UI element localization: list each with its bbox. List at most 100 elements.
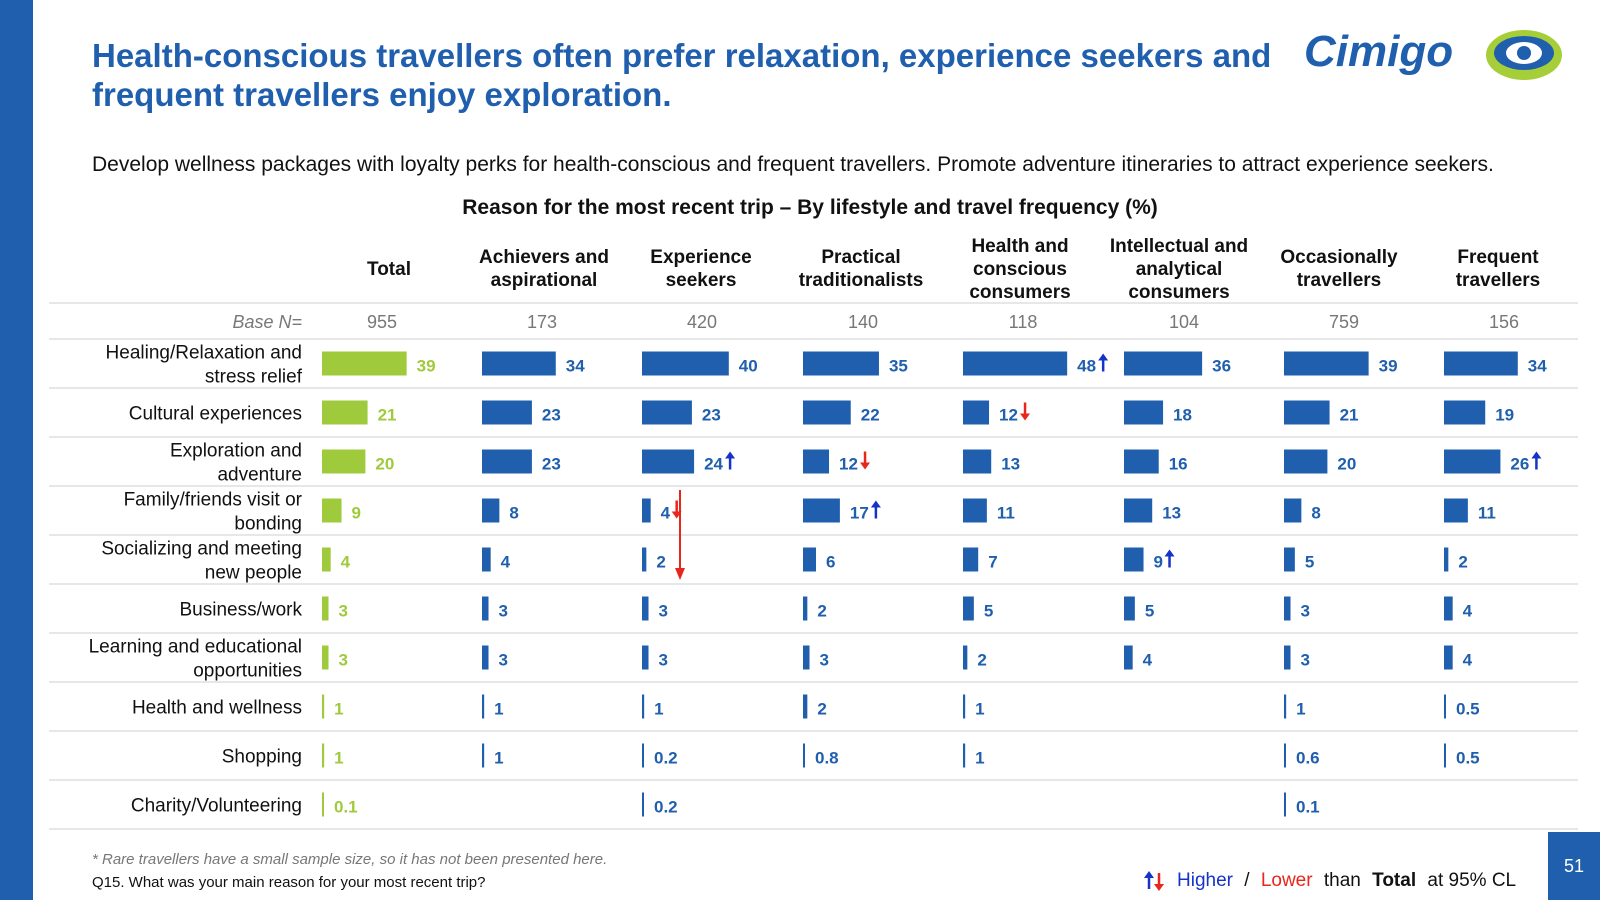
bar [642,743,644,768]
row-label: Charity/Volunteering [131,796,302,817]
bar [482,743,485,768]
column-header-intellectual: Intellectual and analytical consumers [1109,235,1249,303]
base-value: 140 [848,312,878,332]
data-label: 39 [1379,357,1398,376]
data-label: 4 [661,504,671,523]
left-accent-band [0,0,33,900]
slide-title: Health-conscious travellers often prefer… [92,37,1272,113]
bar [1284,400,1330,425]
data-label: 3 [499,602,508,621]
data-label: 0.1 [334,798,358,817]
data-label: 39 [417,357,436,376]
data-label: 3 [659,651,668,670]
bar [803,351,879,376]
data-label: 2 [817,700,826,719]
base-value: 156 [1489,312,1519,332]
data-label: 8 [1311,504,1320,523]
bar [642,792,644,817]
bar [1124,449,1159,474]
page-number: 51 [1548,832,1600,900]
data-label: 34 [566,357,585,376]
data-label: 16 [1169,455,1188,474]
bar [1444,596,1453,621]
data-label: 40 [739,357,758,376]
eye-icon [1486,30,1562,80]
row-label: Learning and educational opportunities [89,637,302,682]
data-label: 19 [1495,406,1514,425]
data-label: 18 [1173,406,1192,425]
bar [1444,498,1468,523]
bar [642,498,651,523]
bar [482,351,556,376]
bar [1284,596,1291,621]
significance-legend: Higher / Lower than Total at 95% CL [1143,870,1516,892]
bar [963,743,966,768]
data-label: 8 [509,504,518,523]
data-label: 3 [820,651,829,670]
data-label: 23 [702,406,721,425]
bar [1284,645,1291,670]
column-header-total: Total [367,258,411,280]
column-header-health-conscious: Health and conscious consumers [969,235,1071,303]
data-label: 0.8 [815,749,839,768]
bar [803,498,840,523]
legend-total: Total [1372,870,1417,891]
bar [482,498,500,523]
data-label: 5 [1145,602,1154,621]
higher-arrow-icon [1531,451,1542,470]
bar [322,400,368,425]
base-value: 955 [367,312,397,332]
bar [1284,792,1286,817]
data-label: 0.6 [1296,749,1320,768]
bar [963,351,1068,376]
bar [322,351,407,376]
row-label: Family/friends visit or bonding [124,490,303,535]
bar [1124,351,1203,376]
row-label: Exploration and adventure [170,441,302,486]
footnote: * Rare travellers have a small sample si… [92,851,608,868]
bar [803,694,808,719]
bar [322,498,342,523]
bar [803,449,830,474]
bar [963,596,974,621]
bar [642,547,647,572]
data-label: 34 [1528,357,1547,376]
bar [1444,694,1446,719]
bar [642,645,649,670]
data-label: 1 [334,700,343,719]
bar [803,547,817,572]
data-label: 3 [659,602,668,621]
higher-arrow-icon [1164,549,1175,568]
column-header-occasionally: Occasionally travellers [1280,247,1398,291]
bar [642,351,729,376]
base-value: 759 [1329,312,1359,332]
base-value: 118 [1009,312,1038,332]
bar [322,449,366,474]
bar [322,743,325,768]
base-value: 420 [687,312,717,332]
data-label: 2 [656,553,665,572]
data-label: 12 [999,406,1018,425]
data-label: 1 [975,700,984,719]
data-label: 24 [704,455,723,474]
data-label: 1 [494,700,503,719]
data-label: 3 [1301,602,1310,621]
data-label: 3 [1301,651,1310,670]
column-header-frequent: Frequent travellers [1455,247,1541,291]
bar [1284,743,1286,768]
bar [322,792,324,817]
row-label: Shopping [222,747,302,768]
bar [1124,645,1133,670]
data-label: 11 [997,504,1015,523]
data-label: 2 [817,602,826,621]
base-label: Base N= [232,312,302,332]
data-label: 21 [1340,406,1359,425]
data-label: 0.5 [1456,700,1480,719]
bar [1284,351,1369,376]
data-label: 2 [1458,553,1467,572]
data-label: 12 [839,455,858,474]
base-value: 173 [527,312,557,332]
data-label: 23 [542,406,561,425]
data-label: 35 [889,357,908,376]
higher-arrow-icon [870,500,881,519]
